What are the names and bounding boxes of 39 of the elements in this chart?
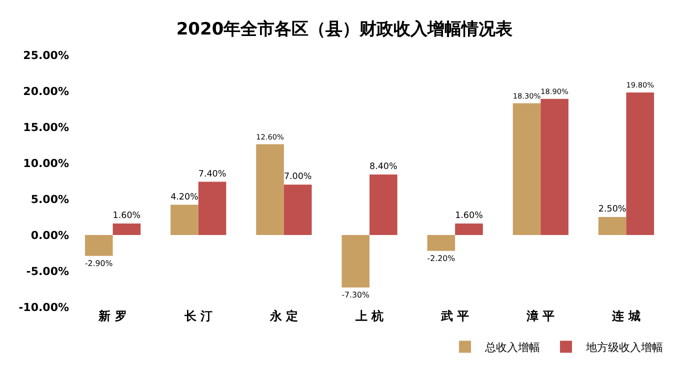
data-label: 7.40%: [198, 169, 226, 180]
data-label: 8.40%: [370, 162, 398, 172]
x-tick-label: 连 城: [611, 309, 640, 323]
data-label: 2.50%: [598, 204, 626, 215]
x-tick-label: 漳 平: [526, 309, 555, 323]
bar: [170, 204, 198, 235]
bar: [540, 98, 568, 235]
legend-label: 总收入增幅: [484, 340, 540, 354]
bar: [626, 92, 654, 235]
y-tick-label: 5.00%: [30, 192, 69, 206]
y-tick-label: 20.00%: [23, 84, 69, 98]
y-tick-label: 0.00%: [30, 228, 69, 242]
data-label: 4.20%: [170, 192, 198, 202]
x-tick-label: 武 平: [440, 309, 470, 323]
x-tick-label: 新 罗: [98, 309, 127, 323]
bar: [84, 235, 113, 256]
bar: [112, 223, 141, 235]
data-label: 7.00%: [284, 172, 312, 182]
bar: [427, 235, 456, 251]
bar: [455, 223, 483, 235]
bar: [198, 182, 226, 235]
bar: [598, 217, 626, 235]
chart-title: 2020年全市各区（县）财政收入增幅情况表: [176, 19, 514, 40]
bar: [342, 235, 370, 288]
y-tick-label: 10.00%: [23, 156, 69, 170]
bar: [370, 174, 398, 235]
y-tick-label: 15.00%: [23, 120, 69, 134]
x-tick-label: 永 定: [268, 309, 298, 323]
data-label: 1.60%: [455, 211, 483, 222]
y-tick-label: -5.00%: [26, 264, 69, 278]
legend-label: 地方级收入增幅: [585, 340, 663, 354]
x-tick-label: 上 杭: [354, 309, 384, 323]
y-tick-label: -10.00%: [18, 300, 69, 314]
data-label: 1.60%: [112, 211, 141, 222]
bar: [284, 184, 312, 235]
x-tick-label: 长 汀: [183, 309, 212, 323]
bar: [512, 103, 541, 235]
bar: [256, 144, 284, 235]
y-tick-label: 25.00%: [23, 48, 69, 62]
